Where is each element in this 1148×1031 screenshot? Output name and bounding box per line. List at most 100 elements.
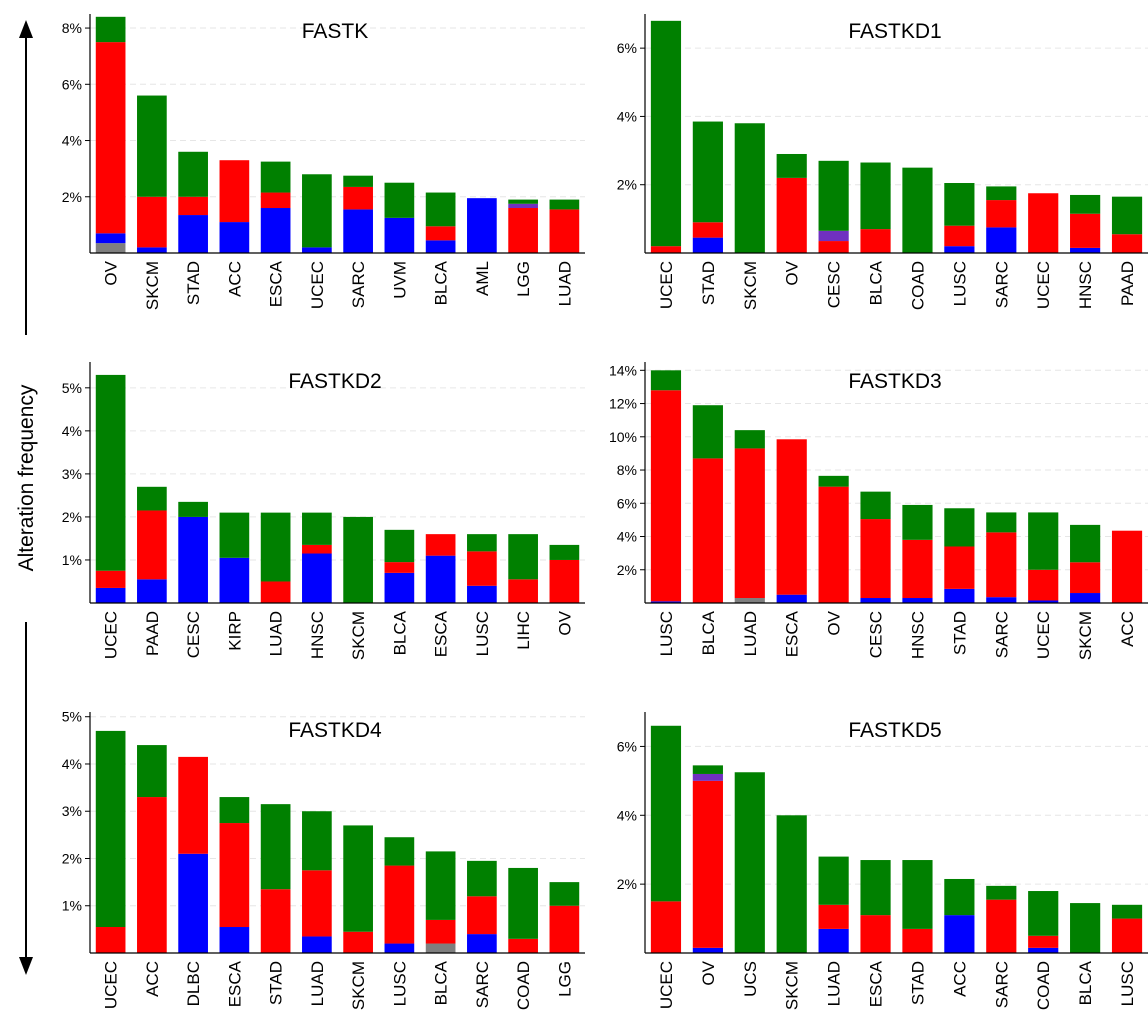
category-label: UCEC	[657, 961, 676, 1009]
category-label: BLCA	[432, 260, 451, 305]
bar-segment-red	[860, 229, 891, 253]
category-label: PAAD	[1118, 261, 1137, 306]
y-tick-label: 2%	[62, 189, 82, 205]
bar-segment-red	[734, 448, 765, 599]
panel-fastkd4: 1% 2% 3% 4% 5% UCEC ACC DLBC ESCA STAD LUAD SKCM LUS…	[62, 709, 585, 1010]
category-label: OV	[102, 260, 121, 285]
bar-segment-green	[425, 851, 456, 920]
panel-title: FASTKD1	[848, 20, 941, 43]
bar-segment-blue	[467, 198, 497, 253]
bar-segment-grey	[95, 243, 126, 253]
category-label: OV	[555, 610, 574, 635]
category-label: SARC	[349, 261, 368, 308]
bar-segment-red	[508, 938, 538, 953]
bar-segment-blue	[302, 247, 332, 253]
bar-segment-red	[343, 186, 373, 210]
bar-segment-green	[178, 151, 208, 197]
panel-title: FASTKD5	[848, 719, 941, 742]
bar-segment-green	[302, 512, 332, 545]
bar-segment-green	[1070, 524, 1101, 563]
category-label: UCEC	[102, 961, 121, 1009]
bar-segment-blue	[467, 585, 497, 603]
bar-segment-blue	[178, 215, 208, 253]
category-label: COAD	[908, 261, 927, 310]
panel-fastkd5: 2% 4% 6% UCEC OV UCS SKCM LUAD ESCA STAD ACC SARC CO…	[617, 712, 1148, 1010]
bar-segment-green	[508, 534, 538, 580]
bar-segment-green	[95, 16, 126, 43]
ylabel-arrow-up-head	[19, 20, 33, 38]
bar-segment-red	[1111, 530, 1143, 603]
panel-fastkd1: 2% 4% 6% UCEC STAD SKCM OV CESC BLCA COAD LUSC SARC…	[617, 14, 1148, 310]
category-label: AML	[473, 261, 492, 296]
category-label: BLCA	[699, 610, 718, 655]
y-tick-label: 6%	[617, 495, 637, 511]
category-label: LUAD	[741, 611, 760, 656]
bar-segment-blue	[467, 934, 497, 953]
bar-segment-green	[776, 815, 807, 953]
category-label: LUAD	[308, 961, 327, 1006]
category-label: COAD	[514, 961, 533, 1010]
category-label: UVM	[390, 261, 409, 299]
category-label: CESC	[184, 611, 203, 658]
bar-segment-blue	[137, 579, 167, 603]
bar-segment-red	[692, 222, 723, 238]
bar-segment-grey	[734, 598, 765, 603]
y-tick-label: 5%	[62, 380, 82, 396]
bar-segment-green	[902, 504, 933, 540]
category-label: SKCM	[1076, 611, 1095, 660]
bar-segment-green	[902, 167, 933, 253]
y-tick-label: 2%	[62, 509, 82, 525]
bar-segment-red	[467, 896, 497, 935]
bar-segment-red	[95, 42, 126, 234]
ylabel-arrow-down-head	[19, 957, 33, 975]
category-label: LUAD	[267, 611, 286, 656]
bar-segment-red	[1070, 213, 1101, 248]
bar-segment-red	[549, 209, 580, 253]
y-tick-label: 4%	[62, 423, 82, 439]
bar-segment-grey	[425, 943, 456, 953]
category-label: SARC	[992, 611, 1011, 658]
bar-segment-red	[1111, 918, 1143, 953]
bar-segment-blue	[302, 553, 332, 603]
bar-segment-blue	[1070, 247, 1101, 253]
bar-segment-green	[818, 160, 849, 231]
category-label: UCEC	[308, 261, 327, 309]
figure-ylabel: Alteration frequency	[15, 384, 38, 571]
bar-segment-red	[425, 226, 456, 241]
bar-segment-red	[692, 780, 723, 948]
category-label: OV	[783, 260, 802, 285]
bar-segment-green	[219, 512, 250, 558]
bar-segment-blue	[95, 233, 126, 244]
panel-title: FASTKD3	[848, 370, 941, 393]
bar-segment-green	[1028, 512, 1059, 570]
category-label: BLCA	[390, 610, 409, 655]
bar-segment-red	[902, 539, 933, 599]
bar-segment-green	[692, 765, 723, 774]
category-label: ESCA	[267, 260, 286, 307]
bar-segment-green	[734, 123, 765, 253]
bar-segment-red	[178, 196, 208, 216]
bar-segment-green	[260, 804, 291, 890]
bar-segment-red	[219, 823, 250, 928]
bar-segment-green	[818, 475, 849, 487]
bar-segment-red	[260, 581, 291, 603]
y-tick-label: 4%	[62, 133, 82, 149]
bar-segment-green	[860, 162, 891, 230]
category-label: STAD	[908, 961, 927, 1005]
category-label: SARC	[992, 261, 1011, 308]
bar-segment-green	[692, 121, 723, 223]
category-label: LUSC	[473, 611, 492, 656]
bar-segment-red	[986, 200, 1017, 228]
bar-segment-green	[1111, 904, 1143, 919]
bar-segment-red	[384, 865, 415, 944]
bar-segment-red	[95, 927, 126, 953]
category-label: SARC	[473, 961, 492, 1008]
category-label: SARC	[992, 961, 1011, 1008]
bar-segment-green	[902, 860, 933, 929]
y-tick-label: 2%	[62, 850, 82, 866]
bar-segment-purple	[692, 773, 723, 781]
bar-segment-green	[302, 174, 332, 248]
bar-segment-red	[260, 889, 291, 953]
bar-segment-blue	[302, 936, 332, 953]
bar-segment-red	[860, 915, 891, 953]
